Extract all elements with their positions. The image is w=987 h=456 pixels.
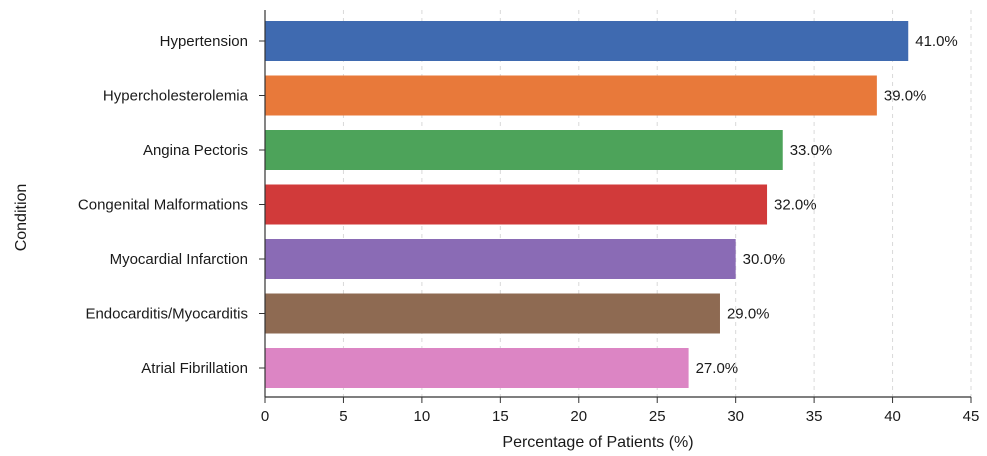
bar-value-label: 32.0% [774, 197, 817, 214]
bar [265, 239, 736, 279]
x-tick-label: 35 [806, 408, 823, 425]
x-tick-label: 30 [727, 408, 744, 425]
x-tick-label: 0 [261, 408, 269, 425]
bar-value-label: 41.0% [915, 33, 958, 50]
y-tick-label: Endocarditis/Myocarditis [85, 306, 248, 323]
bar-value-label: 29.0% [727, 306, 770, 323]
x-tick-label: 20 [570, 408, 587, 425]
bar [265, 21, 909, 61]
bar [265, 348, 689, 388]
y-tick-label: Hypercholesterolemia [103, 88, 249, 105]
bar-value-label: 30.0% [743, 251, 786, 268]
x-tick-label: 40 [884, 408, 901, 425]
y-axis-title: Condition [13, 184, 30, 252]
x-tick-label: 5 [339, 408, 347, 425]
y-tick-label: Myocardial Infarction [110, 251, 248, 268]
bar [265, 75, 877, 116]
x-tick-label: 25 [649, 408, 666, 425]
x-tick-label: 15 [492, 408, 509, 425]
bar [265, 293, 720, 334]
y-tick-label: Congenital Malformations [78, 197, 248, 214]
y-tick-label: Atrial Fibrillation [141, 360, 248, 377]
bar-value-label: 33.0% [790, 142, 833, 159]
axes: 0 5 10 15 20 25 30 35 40 45 Hypertension Hyperchole… [78, 10, 979, 425]
bar [265, 130, 783, 170]
x-tick-label: 45 [963, 408, 980, 425]
y-tick-label: Angina Pectoris [143, 142, 248, 159]
bar-value-label: 39.0% [884, 88, 927, 105]
x-axis-title: Percentage of Patients (%) [502, 434, 693, 451]
y-tick-label: Hypertension [160, 33, 248, 50]
bars: 41.0% 39.0% 33.0% 32.0% 30.0% 29.0% 27.0% [265, 21, 958, 388]
x-tick-label: 10 [414, 408, 431, 425]
bar-value-label: 27.0% [696, 360, 739, 377]
bar [265, 184, 768, 225]
